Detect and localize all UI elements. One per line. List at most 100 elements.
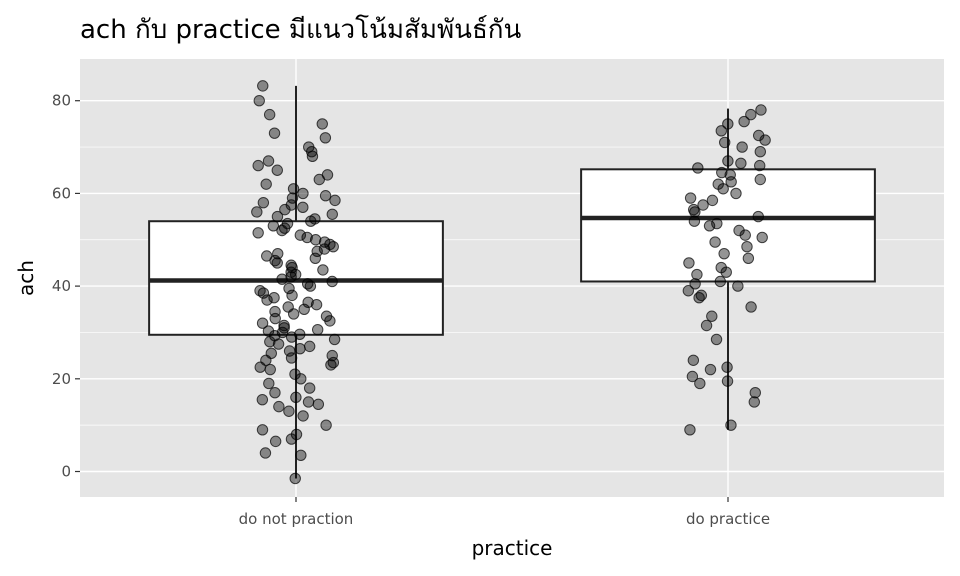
data-point bbox=[319, 190, 332, 202]
data-point bbox=[733, 224, 745, 237]
data-point bbox=[283, 282, 295, 295]
data-point bbox=[321, 169, 334, 181]
x-axis-title: practice bbox=[472, 536, 553, 560]
data-point bbox=[285, 199, 298, 211]
data-point bbox=[259, 447, 272, 459]
data-point bbox=[735, 157, 747, 169]
data-point bbox=[285, 352, 298, 364]
data-point bbox=[704, 363, 717, 376]
data-point bbox=[749, 387, 761, 399]
data-point bbox=[695, 289, 708, 302]
data-point bbox=[309, 213, 321, 225]
data-point bbox=[700, 319, 713, 332]
data-point bbox=[319, 132, 332, 144]
data-point bbox=[252, 159, 264, 172]
data-point bbox=[721, 375, 734, 387]
data-point bbox=[716, 166, 728, 179]
data-point bbox=[691, 268, 703, 281]
data-point bbox=[257, 196, 270, 209]
data-point bbox=[276, 273, 288, 285]
data-point bbox=[752, 210, 764, 223]
data-point bbox=[251, 206, 263, 218]
data-point bbox=[722, 155, 734, 167]
data-point bbox=[311, 245, 323, 258]
data-point bbox=[697, 199, 709, 211]
x-tick-label: do practice bbox=[686, 510, 770, 528]
axes: 0 20 40 60 80 do not praction do practice bbox=[52, 92, 770, 528]
data-point bbox=[721, 361, 733, 373]
data-point bbox=[686, 370, 699, 383]
data-point bbox=[294, 342, 306, 355]
data-point bbox=[269, 305, 281, 318]
data-point bbox=[715, 261, 727, 274]
data-point bbox=[301, 278, 314, 290]
data-point bbox=[742, 252, 755, 265]
data-point bbox=[745, 108, 757, 121]
data-point bbox=[302, 296, 314, 309]
data-point bbox=[253, 95, 265, 107]
data-point bbox=[326, 349, 338, 362]
data-point bbox=[748, 396, 760, 408]
data-point bbox=[271, 210, 284, 223]
data-point bbox=[283, 405, 295, 417]
data-point bbox=[714, 275, 727, 288]
y-axis-title: ach bbox=[14, 260, 38, 296]
y-tick-label: 80 bbox=[52, 92, 71, 110]
data-point bbox=[290, 428, 303, 441]
data-point bbox=[303, 340, 316, 353]
data-point bbox=[261, 294, 273, 306]
data-point bbox=[718, 136, 731, 149]
data-point bbox=[712, 178, 724, 190]
data-point bbox=[754, 159, 766, 172]
data-point bbox=[260, 178, 272, 190]
data-point bbox=[715, 125, 727, 137]
data-point bbox=[282, 301, 294, 313]
data-point bbox=[297, 201, 309, 214]
data-point bbox=[706, 194, 719, 207]
data-point bbox=[281, 217, 294, 230]
data-point bbox=[301, 231, 313, 244]
data-point bbox=[262, 325, 275, 337]
data-point bbox=[272, 247, 284, 260]
data-point bbox=[297, 410, 309, 422]
data-point bbox=[687, 354, 700, 366]
y-tick-label: 40 bbox=[52, 277, 71, 295]
y-tick-label: 0 bbox=[61, 463, 71, 481]
data-point bbox=[684, 192, 697, 204]
data-point bbox=[724, 169, 736, 181]
data-point bbox=[267, 220, 280, 232]
data-point bbox=[263, 108, 276, 121]
data-point bbox=[252, 227, 264, 239]
data-point bbox=[318, 236, 331, 248]
data-point bbox=[286, 289, 298, 302]
data-point bbox=[706, 310, 718, 322]
y-tick-label: 60 bbox=[52, 184, 71, 202]
data-point bbox=[295, 449, 307, 461]
data-point bbox=[752, 129, 765, 142]
data-point bbox=[326, 275, 338, 288]
data-point bbox=[745, 301, 757, 313]
data-point bbox=[722, 118, 734, 130]
data-point bbox=[278, 319, 290, 332]
data-point bbox=[273, 400, 285, 413]
data-point bbox=[738, 115, 750, 128]
data-point bbox=[295, 373, 307, 385]
jitter-points bbox=[251, 80, 771, 485]
data-point bbox=[297, 187, 309, 200]
data-point bbox=[294, 328, 306, 341]
data-point bbox=[309, 234, 322, 246]
data-point bbox=[320, 310, 333, 322]
data-point bbox=[303, 382, 316, 394]
data-point bbox=[290, 391, 302, 404]
data-point bbox=[269, 435, 282, 448]
data-point bbox=[730, 187, 742, 200]
data-point bbox=[736, 141, 748, 153]
data-point bbox=[689, 278, 701, 290]
data-point bbox=[287, 183, 300, 195]
data-point bbox=[711, 217, 723, 230]
data-point bbox=[688, 215, 701, 227]
data-point bbox=[262, 155, 275, 167]
data-point bbox=[320, 419, 332, 431]
data-point bbox=[328, 333, 341, 346]
